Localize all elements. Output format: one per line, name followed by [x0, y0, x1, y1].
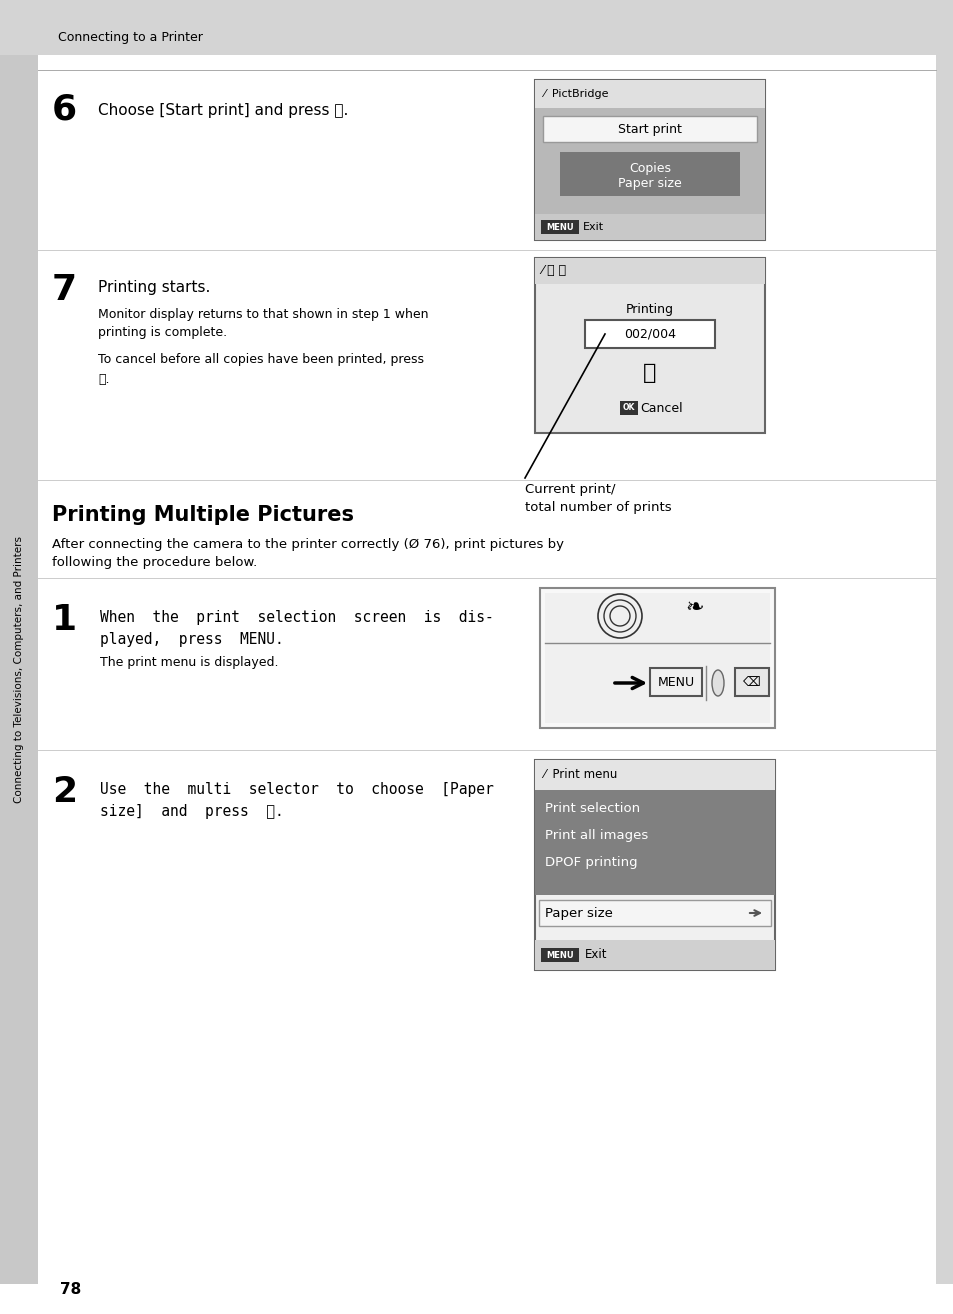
- Bar: [535, 214, 764, 240]
- Text: MENU: MENU: [546, 950, 573, 959]
- Text: Connecting to Televisions, Computers, and Printers: Connecting to Televisions, Computers, an…: [14, 536, 24, 803]
- Text: ⁄  PictBridge: ⁄ PictBridge: [542, 89, 608, 99]
- Bar: [535, 108, 764, 214]
- Text: Exit: Exit: [582, 222, 603, 233]
- Text: Printing: Printing: [625, 304, 673, 315]
- Text: Print selection: Print selection: [544, 802, 639, 815]
- Text: 6: 6: [52, 93, 77, 127]
- Text: The print menu is displayed.: The print menu is displayed.: [100, 656, 278, 669]
- Text: ❧: ❧: [685, 598, 703, 618]
- Text: Printing Multiple Pictures: Printing Multiple Pictures: [52, 505, 354, 526]
- Text: MENU: MENU: [657, 675, 694, 689]
- Text: Print all images: Print all images: [544, 829, 648, 842]
- Bar: [535, 759, 774, 790]
- Bar: [535, 258, 764, 434]
- Bar: [535, 759, 774, 970]
- Text: 78: 78: [60, 1281, 81, 1297]
- Text: ⧖: ⧖: [642, 363, 656, 382]
- Text: 1: 1: [52, 603, 77, 637]
- Text: After connecting the camera to the printer correctly (Ø 76), print pictures by: After connecting the camera to the print…: [52, 537, 563, 551]
- Bar: [619, 401, 638, 415]
- Text: 7: 7: [52, 273, 77, 307]
- Circle shape: [609, 606, 629, 625]
- Text: Start print: Start print: [618, 122, 681, 135]
- Text: DPOF printing: DPOF printing: [544, 855, 637, 869]
- Text: Choose [Start print] and press ⒪.: Choose [Start print] and press ⒪.: [98, 102, 348, 117]
- Bar: [544, 593, 769, 723]
- Circle shape: [603, 600, 636, 632]
- Text: size]  and  press  ⒪.: size] and press ⒪.: [100, 804, 283, 819]
- Bar: [559, 152, 740, 196]
- Text: When  the  print  selection  screen  is  dis-: When the print selection screen is dis-: [100, 610, 494, 625]
- Text: Monitor display returns to that shown in step 1 when
printing is complete.: Monitor display returns to that shown in…: [98, 307, 428, 339]
- Text: played,  press  MENU.: played, press MENU.: [100, 632, 283, 646]
- Text: Cancel: Cancel: [639, 402, 682, 414]
- Text: Connecting to a Printer: Connecting to a Printer: [58, 30, 203, 43]
- Text: following the procedure below.: following the procedure below.: [52, 556, 257, 569]
- Ellipse shape: [711, 670, 723, 696]
- Text: ⌫: ⌫: [742, 675, 760, 689]
- Bar: [540, 947, 578, 962]
- Text: Copies: Copies: [628, 162, 670, 175]
- Text: 002/004: 002/004: [623, 327, 676, 340]
- Bar: [649, 668, 701, 696]
- Text: To cancel before all copies have been printed, press: To cancel before all copies have been pr…: [98, 353, 423, 367]
- Bar: [584, 321, 714, 348]
- Text: 2: 2: [52, 775, 77, 809]
- Circle shape: [598, 594, 641, 639]
- Bar: [539, 587, 774, 728]
- Text: Paper size: Paper size: [618, 177, 681, 191]
- Text: ⁄  Print menu: ⁄ Print menu: [542, 769, 617, 782]
- Text: Paper size: Paper size: [544, 907, 612, 920]
- Bar: [935, 55, 953, 1284]
- Bar: [535, 80, 764, 240]
- Bar: [535, 80, 764, 108]
- Text: ⒪.: ⒪.: [98, 373, 110, 386]
- Text: ⁄ ⓘ ⺾: ⁄ ⓘ ⺾: [540, 264, 565, 277]
- Bar: [535, 940, 774, 970]
- Bar: [540, 219, 578, 234]
- Bar: [535, 790, 774, 895]
- Bar: [535, 258, 764, 284]
- Text: Use  the  multi  selector  to  choose  [Paper: Use the multi selector to choose [Paper: [100, 782, 494, 798]
- Bar: [0, 0, 953, 55]
- Text: Current print/
total number of prints: Current print/ total number of prints: [524, 484, 671, 514]
- Text: Printing starts.: Printing starts.: [98, 280, 211, 296]
- Bar: [0, 55, 38, 1284]
- Bar: [734, 668, 768, 696]
- Text: Exit: Exit: [584, 949, 607, 962]
- Text: MENU: MENU: [546, 222, 573, 231]
- Bar: [538, 900, 770, 926]
- Text: OK: OK: [622, 403, 635, 413]
- Bar: [542, 116, 757, 142]
